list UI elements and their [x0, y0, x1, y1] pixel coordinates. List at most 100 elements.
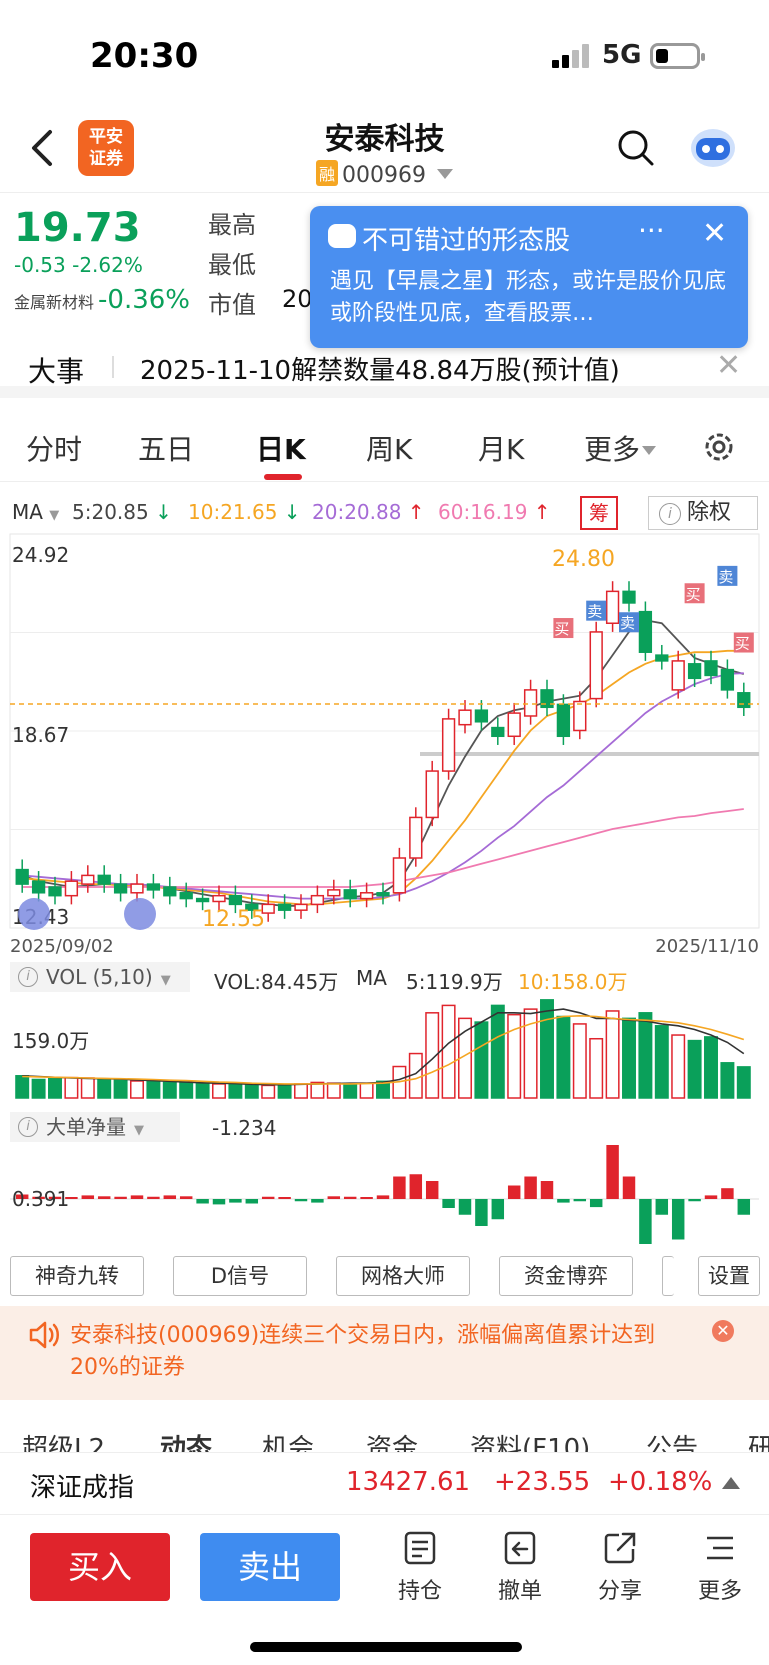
- margin-badge: 融: [316, 160, 339, 186]
- date-end: 2025/11/10: [655, 936, 759, 957]
- pattern-popup[interactable]: 不可错过的形态股 ··· ✕ 遇见【早晨之星】形态，或许是股价见底或阶段性见底，…: [310, 206, 748, 348]
- trade-mark-label: 买: [735, 635, 750, 653]
- close-icon[interactable]: ✕: [712, 1320, 734, 1342]
- big-order-bar: [15, 1194, 29, 1199]
- tab-five-day[interactable]: 五日: [138, 433, 195, 466]
- candle: [737, 692, 751, 709]
- big-order-bar: [229, 1199, 242, 1203]
- home-indicator: [250, 1642, 522, 1652]
- chip-distribution-button[interactable]: 筹: [580, 496, 618, 530]
- ma-selector[interactable]: MA ▼: [12, 500, 60, 524]
- share-button[interactable]: 分享: [580, 1529, 660, 1605]
- sector-info[interactable]: 金属新材料 -0.36%: [14, 285, 190, 315]
- candle: [64, 880, 79, 897]
- grid-master-button[interactable]: 网格大师: [336, 1256, 470, 1296]
- big-order-bar: [278, 1197, 291, 1199]
- search-icon[interactable]: [616, 128, 656, 168]
- back-icon[interactable]: [28, 128, 58, 168]
- volume-bar: [605, 1010, 620, 1099]
- big-order-bar: [376, 1195, 390, 1199]
- volume-bar: [490, 1004, 505, 1099]
- signal-icon: [552, 44, 592, 68]
- tab-research[interactable]: 研: [748, 1434, 769, 1452]
- big-order-bar: [589, 1199, 603, 1208]
- candle: [228, 894, 243, 906]
- tab-daily-k[interactable]: 日K: [256, 433, 306, 466]
- volume-bar: [48, 1077, 62, 1099]
- big-order-bar: [261, 1196, 275, 1199]
- more-icon[interactable]: ···: [638, 214, 665, 247]
- close-icon[interactable]: ✕: [702, 216, 728, 251]
- volume-bar: [179, 1082, 194, 1099]
- stock-header: 平安 证券 安泰科技 融 000969: [0, 110, 769, 192]
- candle: [589, 631, 603, 700]
- ma-legend: MA ▼ 5:20.85 ↓ 10:21.65 ↓ 20:20.88 ↑ 60:…: [0, 496, 769, 532]
- fullscreen-icon: [124, 898, 156, 930]
- big-order-bar: [425, 1181, 439, 1199]
- tab-opportunity[interactable]: 机会: [262, 1434, 315, 1452]
- volume-bar: [113, 1079, 128, 1099]
- volume-bar: [376, 1080, 390, 1099]
- volume-bar: [64, 1076, 79, 1099]
- candle: [573, 700, 587, 732]
- buy-button[interactable]: 买入: [30, 1533, 170, 1601]
- tab-f10[interactable]: 资料(F10): [470, 1434, 591, 1452]
- big-order-bar: [65, 1197, 78, 1199]
- sell-button[interactable]: 卖出: [200, 1533, 340, 1601]
- cancel-order-button[interactable]: 撤单: [480, 1529, 560, 1605]
- index-value: 13427.61: [346, 1467, 471, 1497]
- big-order-selector[interactable]: i 大单净量 ▼: [10, 1112, 180, 1142]
- ex-rights-button[interactable]: i 除权: [648, 496, 758, 530]
- candle: [146, 883, 161, 891]
- big-order-bar: [360, 1197, 373, 1199]
- holdings-button[interactable]: 持仓: [380, 1529, 460, 1605]
- settings-button[interactable]: 设置: [698, 1256, 760, 1296]
- tab-monthly-k[interactable]: 月K: [478, 433, 525, 466]
- volume-bar: [687, 1039, 702, 1099]
- tab-news[interactable]: 动态: [160, 1434, 213, 1452]
- more-button[interactable]: 更多: [680, 1529, 760, 1605]
- tab-announcement[interactable]: 公告: [646, 1434, 699, 1452]
- big-order-bar: [704, 1195, 718, 1199]
- tab-weekly-k[interactable]: 周K: [366, 433, 413, 466]
- tab-super-l2[interactable]: 超级L2: [22, 1434, 106, 1452]
- stock-code: 000969: [342, 163, 426, 188]
- d-signal-button[interactable]: D信号: [173, 1256, 307, 1296]
- info-icon: i: [659, 503, 681, 525]
- magic-nine-button[interactable]: 神奇九转: [10, 1256, 144, 1296]
- big-order-bar: [458, 1199, 472, 1215]
- volume-bar: [80, 1077, 95, 1099]
- mktcap-value: 20: [282, 285, 313, 313]
- close-icon[interactable]: ✕: [716, 348, 742, 383]
- candle: [425, 770, 439, 819]
- broker-logo: 平安 证券: [78, 120, 134, 176]
- gear-icon[interactable]: [702, 430, 736, 464]
- index-bar[interactable]: 深证成指 13427.61 +23.55 +0.18%: [0, 1452, 769, 1512]
- tab-more[interactable]: 更多: [584, 428, 657, 468]
- big-order-axis-label: 0.391: [12, 1187, 69, 1211]
- candle: [31, 880, 46, 894]
- alert-banner[interactable]: 安泰科技(000969)连续三个交易日内，涨幅偏离值累计达到20%的证券 ✕: [0, 1306, 769, 1400]
- tab-capital[interactable]: 资金: [366, 1434, 419, 1452]
- price-axis-mid: 18.67: [12, 723, 69, 747]
- capital-game-button[interactable]: 资金博弈: [499, 1256, 633, 1296]
- tab-intraday[interactable]: 分时: [26, 433, 83, 466]
- big-order-bar: [409, 1174, 423, 1199]
- low-label: 最低: [208, 251, 256, 279]
- volume-bar: [523, 1008, 538, 1099]
- candle: [491, 726, 505, 738]
- big-order-bar: [343, 1196, 357, 1199]
- chevron-down-icon: [437, 169, 453, 179]
- vol-ma-label: MA: [356, 966, 387, 990]
- stock-code-selector[interactable]: 融 000969: [316, 160, 453, 188]
- partial-tool-button[interactable]: [662, 1256, 674, 1296]
- date-axis: 2025/09/02 2025/11/10: [10, 936, 759, 960]
- ma20-line: [22, 672, 744, 900]
- vol-ma5: 5:119.9万: [406, 970, 503, 994]
- vol-selector[interactable]: i VOL (5,10) ▼: [10, 962, 190, 992]
- expand-up-icon[interactable]: [722, 1477, 740, 1489]
- events-bar[interactable]: 大事 2025-11-10解禁数量48.84万股(预计值) ✕: [0, 330, 769, 398]
- robot-assistant-icon[interactable]: [688, 126, 738, 170]
- trade-mark-label: 卖: [620, 614, 635, 632]
